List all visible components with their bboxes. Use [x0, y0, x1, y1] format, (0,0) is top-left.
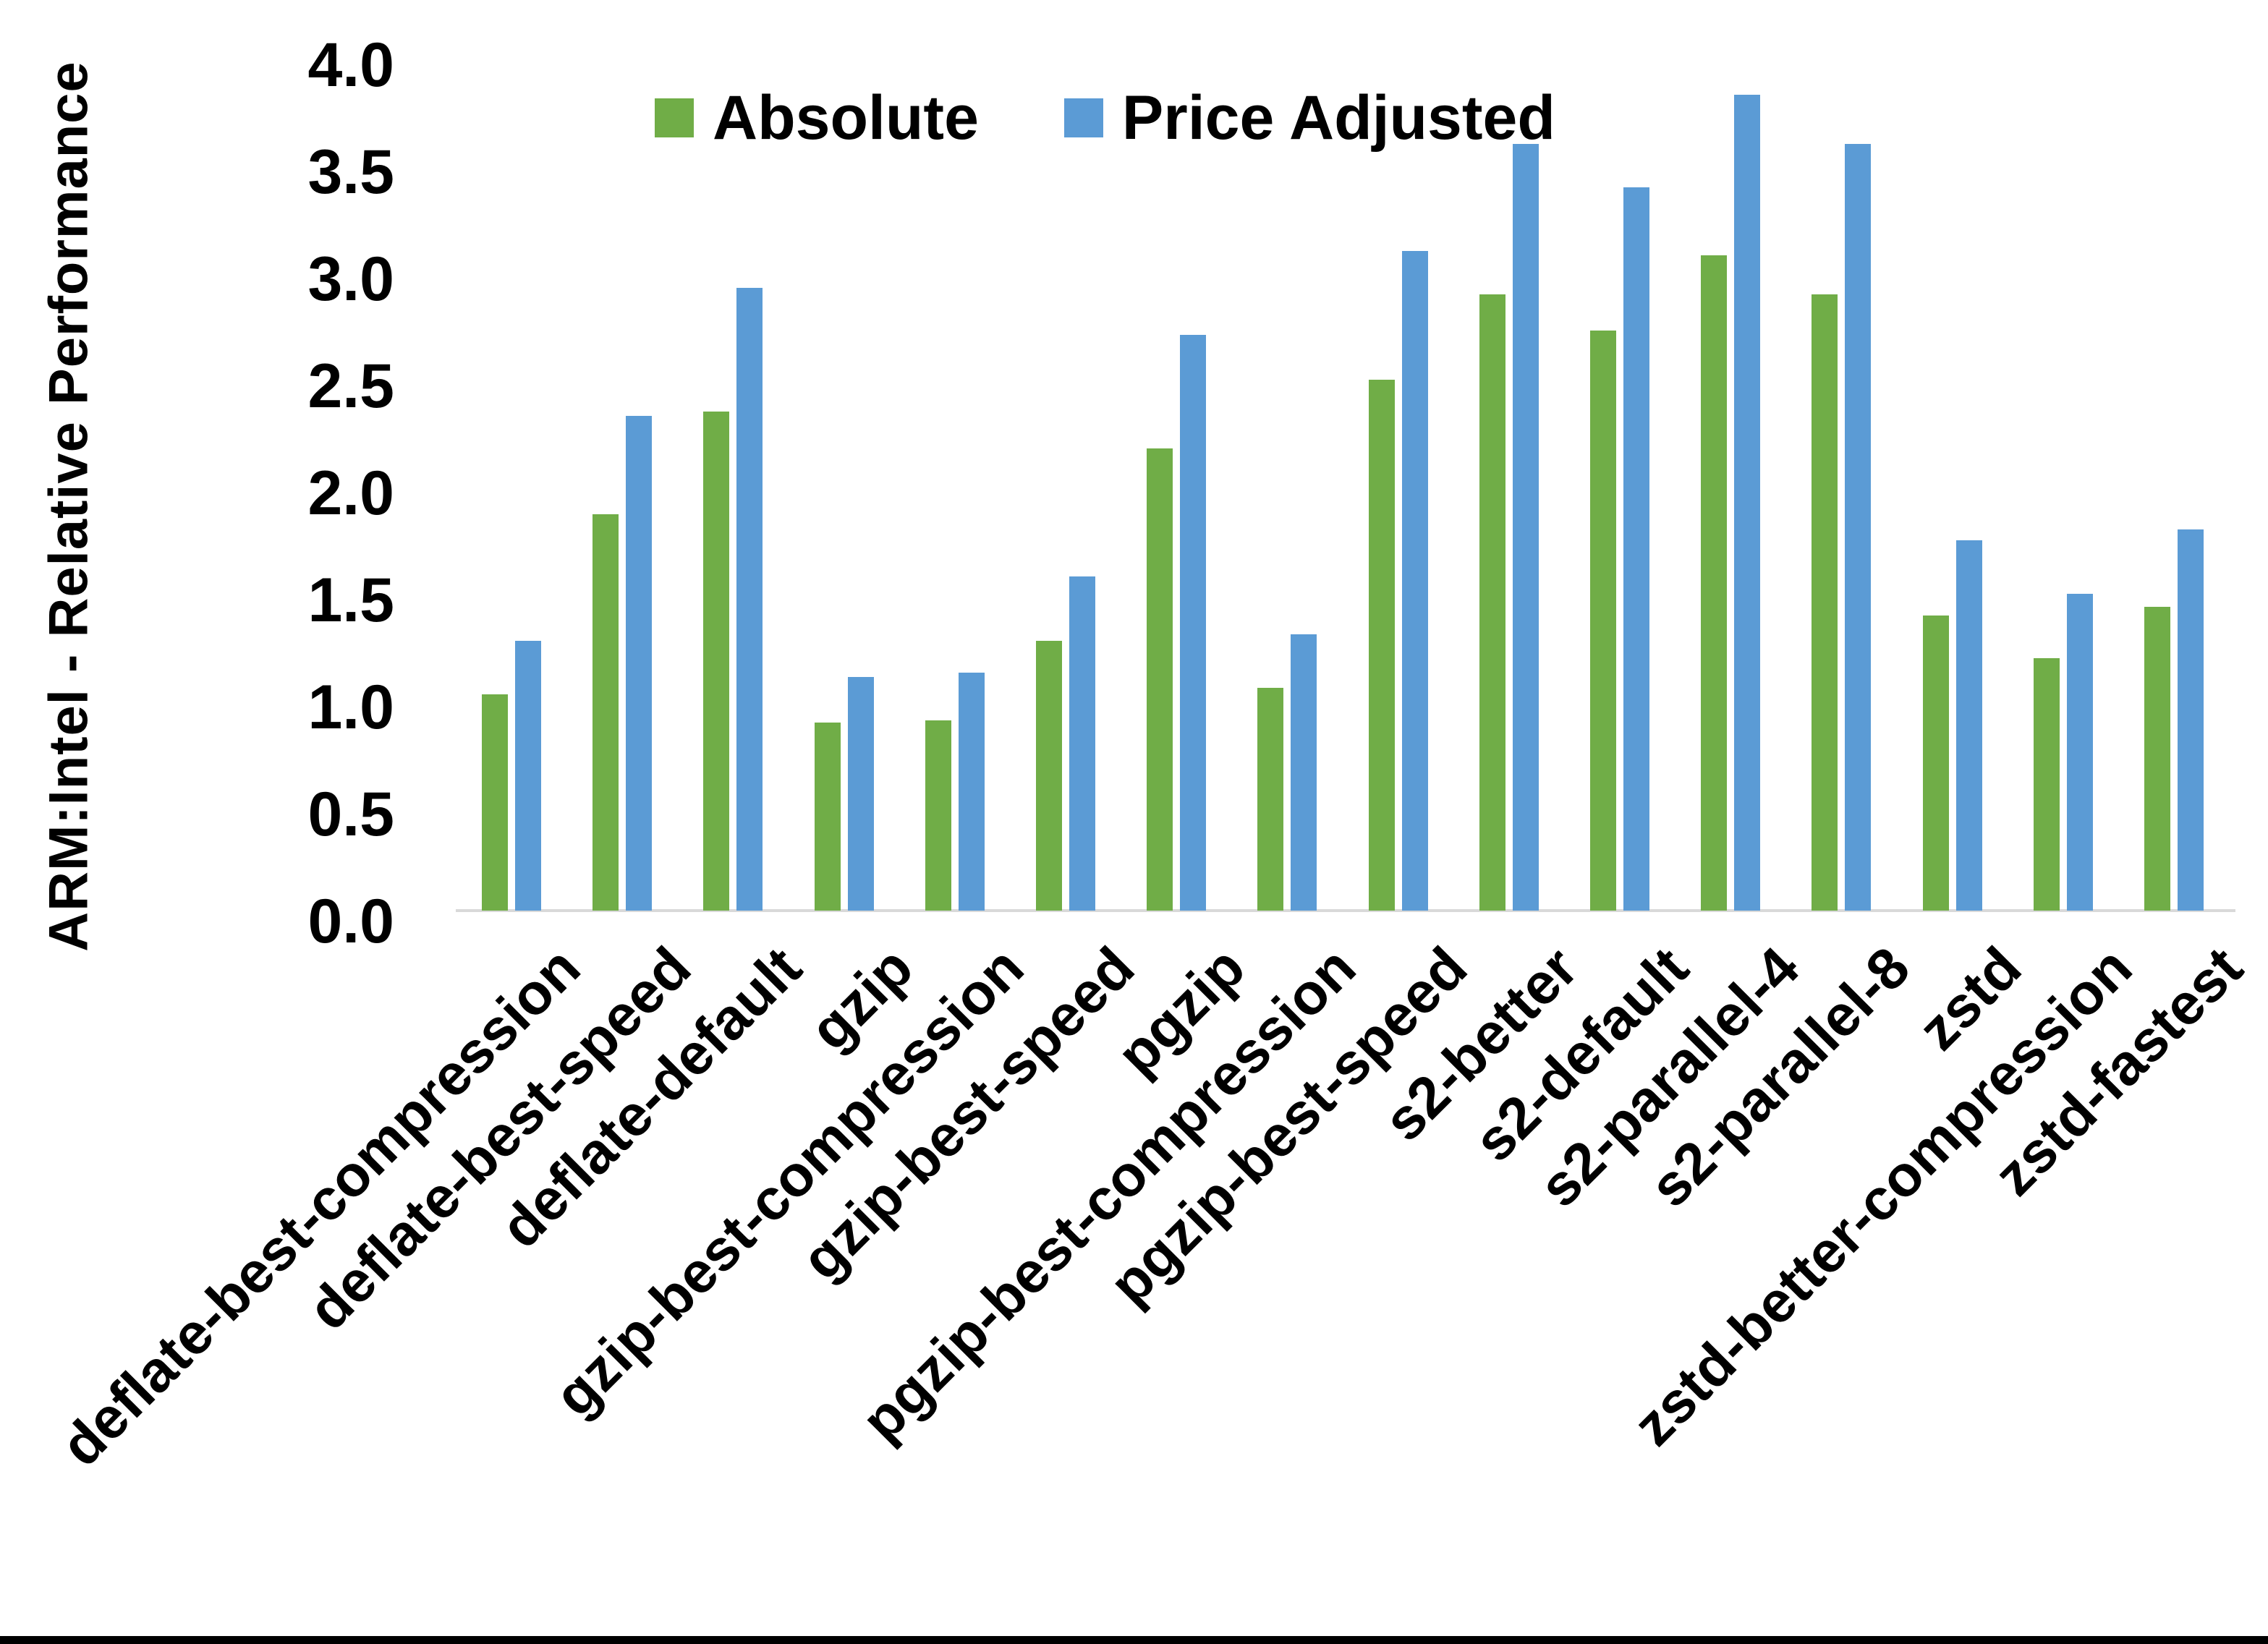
x-axis-line [456, 909, 2235, 912]
legend-item-absolute: Absolute [655, 87, 979, 149]
bar-absolute-gzip-best-compression [925, 720, 951, 911]
bar-absolute-deflate-best-compression [482, 694, 508, 911]
bar-absolute-pgzip [1147, 448, 1173, 911]
bar-absolute-s2-better [1479, 294, 1505, 911]
bar-absolute-s2-parallel-8 [1812, 294, 1838, 911]
bar-price-adjusted-zstd [1956, 540, 1982, 911]
bar-price-adjusted-pgzip [1180, 335, 1206, 911]
y-tick-label: 2.0 [307, 459, 394, 528]
bar-price-adjusted-gzip-best-compression [959, 673, 985, 911]
chart-legend: Absolute Price Adjusted [655, 87, 1555, 149]
y-tick-label: 2.5 [307, 352, 394, 421]
bottom-border [0, 1636, 2268, 1644]
legend-item-price-adjusted: Price Adjusted [1063, 83, 1555, 153]
y-tick-label: 0.5 [307, 780, 394, 849]
bar-price-adjusted-zstd-fastest [2178, 529, 2204, 911]
bar-absolute-pgzip-best-compression [1257, 688, 1283, 911]
bar-price-adjusted-gzip-best-speed [1069, 576, 1095, 911]
y-tick-label: 4.0 [307, 30, 394, 100]
bar-absolute-deflate-best-speed [593, 514, 619, 911]
bar-absolute-gzip [815, 723, 841, 911]
bar-price-adjusted-s2-default [1623, 187, 1649, 911]
bar-absolute-deflate-default [703, 412, 729, 911]
y-tick-label: 3.0 [307, 244, 394, 314]
bar-absolute-gzip-best-speed [1036, 641, 1062, 911]
legend-label-price-adjusted: Price Adjusted [1121, 83, 1555, 153]
y-tick-label: 3.5 [307, 137, 394, 207]
bar-absolute-zstd [1923, 616, 1949, 911]
y-tick-label: 0.0 [307, 887, 394, 956]
bar-absolute-s2-parallel-4 [1701, 255, 1727, 911]
bar-price-adjusted-zstd-better-compression [2067, 594, 2093, 911]
bar-price-adjusted-pgzip-best-speed [1402, 251, 1428, 911]
bar-price-adjusted-pgzip-best-compression [1291, 634, 1317, 911]
legend-swatch-price-adjusted [1063, 98, 1103, 137]
bar-absolute-zstd-fastest [2144, 607, 2170, 911]
legend-swatch-absolute [655, 98, 694, 137]
bar-absolute-s2-default [1590, 331, 1616, 911]
y-tick-label: 1.5 [307, 566, 394, 635]
bar-price-adjusted-gzip [848, 677, 874, 911]
bar-price-adjusted-s2-better [1513, 144, 1539, 911]
bar-price-adjusted-deflate-default [736, 288, 763, 911]
bar-absolute-zstd-better-compression [2034, 658, 2060, 911]
bar-price-adjusted-s2-parallel-8 [1845, 144, 1871, 911]
y-axis-title: ARM:Intel - Relative Performance [38, 61, 100, 952]
y-tick-label: 1.0 [307, 673, 394, 742]
bar-price-adjusted-s2-parallel-4 [1734, 95, 1760, 911]
bar-price-adjusted-deflate-best-compression [515, 641, 541, 911]
bar-price-adjusted-deflate-best-speed [626, 416, 652, 911]
bar-absolute-pgzip-best-speed [1369, 380, 1395, 911]
legend-label-absolute: Absolute [713, 83, 979, 153]
